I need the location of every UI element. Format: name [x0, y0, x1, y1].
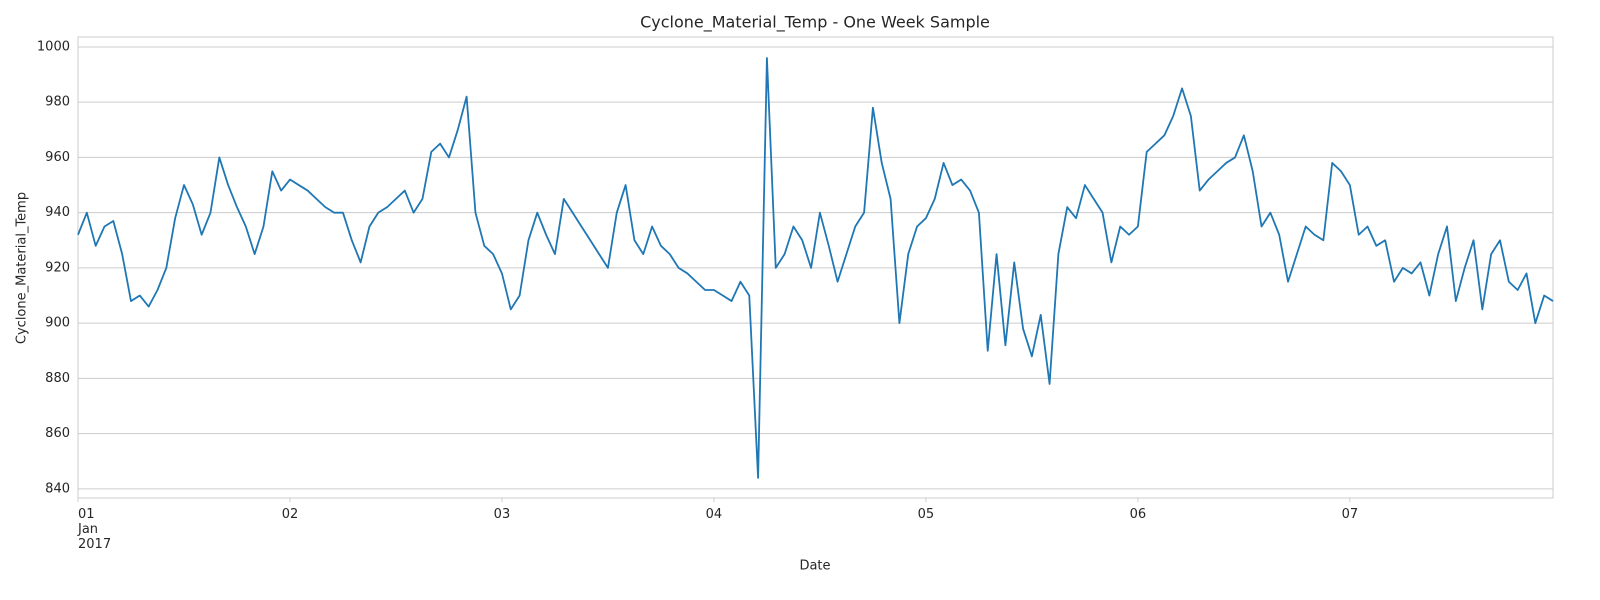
y-tick-label: 920	[45, 260, 70, 275]
x-tick-label: 06	[1130, 507, 1147, 522]
x-tick-label: 07	[1342, 507, 1359, 522]
y-tick-label: 900	[45, 316, 70, 331]
chart-title: Cyclone_Material_Temp - One Week Sample	[640, 13, 990, 33]
x-axis-label: Date	[799, 559, 830, 574]
y-tick-label: 860	[45, 426, 70, 441]
x-tick-label: 01 Jan 2017	[77, 507, 111, 552]
y-tick-label: 1000	[37, 39, 70, 54]
x-tick-label: 04	[706, 507, 723, 522]
series-line	[77, 57, 1554, 479]
y-tick-label: 940	[45, 205, 70, 220]
x-tick-label: 05	[918, 507, 935, 522]
y-tick-label: 980	[45, 95, 70, 110]
x-tick-label: 03	[494, 507, 511, 522]
y-tick-label: 840	[45, 481, 70, 496]
y-tick-label: 960	[45, 150, 70, 165]
x-tick-label: 02	[282, 507, 299, 522]
y-axis-label: Cyclone_Material_Temp	[15, 192, 30, 344]
y-tick-label: 880	[45, 371, 70, 386]
